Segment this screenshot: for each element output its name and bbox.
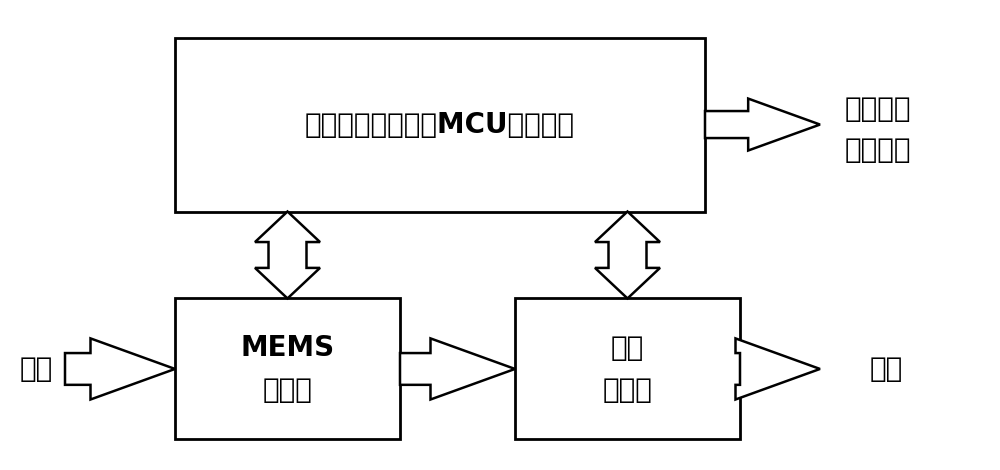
FancyBboxPatch shape [515, 298, 740, 439]
Text: 电信号及
通讯信号: 电信号及 通讯信号 [845, 94, 912, 164]
Text: MEMS
传感器: MEMS 传感器 [240, 334, 335, 404]
Text: 传感器驱动电路及MCU电路部分: 传感器驱动电路及MCU电路部分 [305, 110, 575, 139]
Text: 热式
传感器: 热式 传感器 [603, 334, 652, 404]
Polygon shape [735, 338, 820, 400]
Text: 出气: 出气 [870, 355, 903, 383]
FancyBboxPatch shape [175, 38, 705, 212]
FancyBboxPatch shape [175, 298, 400, 439]
Polygon shape [255, 212, 320, 298]
Polygon shape [400, 338, 515, 400]
Polygon shape [595, 212, 660, 298]
Polygon shape [705, 99, 820, 150]
Polygon shape [65, 338, 175, 400]
Text: 进气: 进气 [20, 355, 53, 383]
